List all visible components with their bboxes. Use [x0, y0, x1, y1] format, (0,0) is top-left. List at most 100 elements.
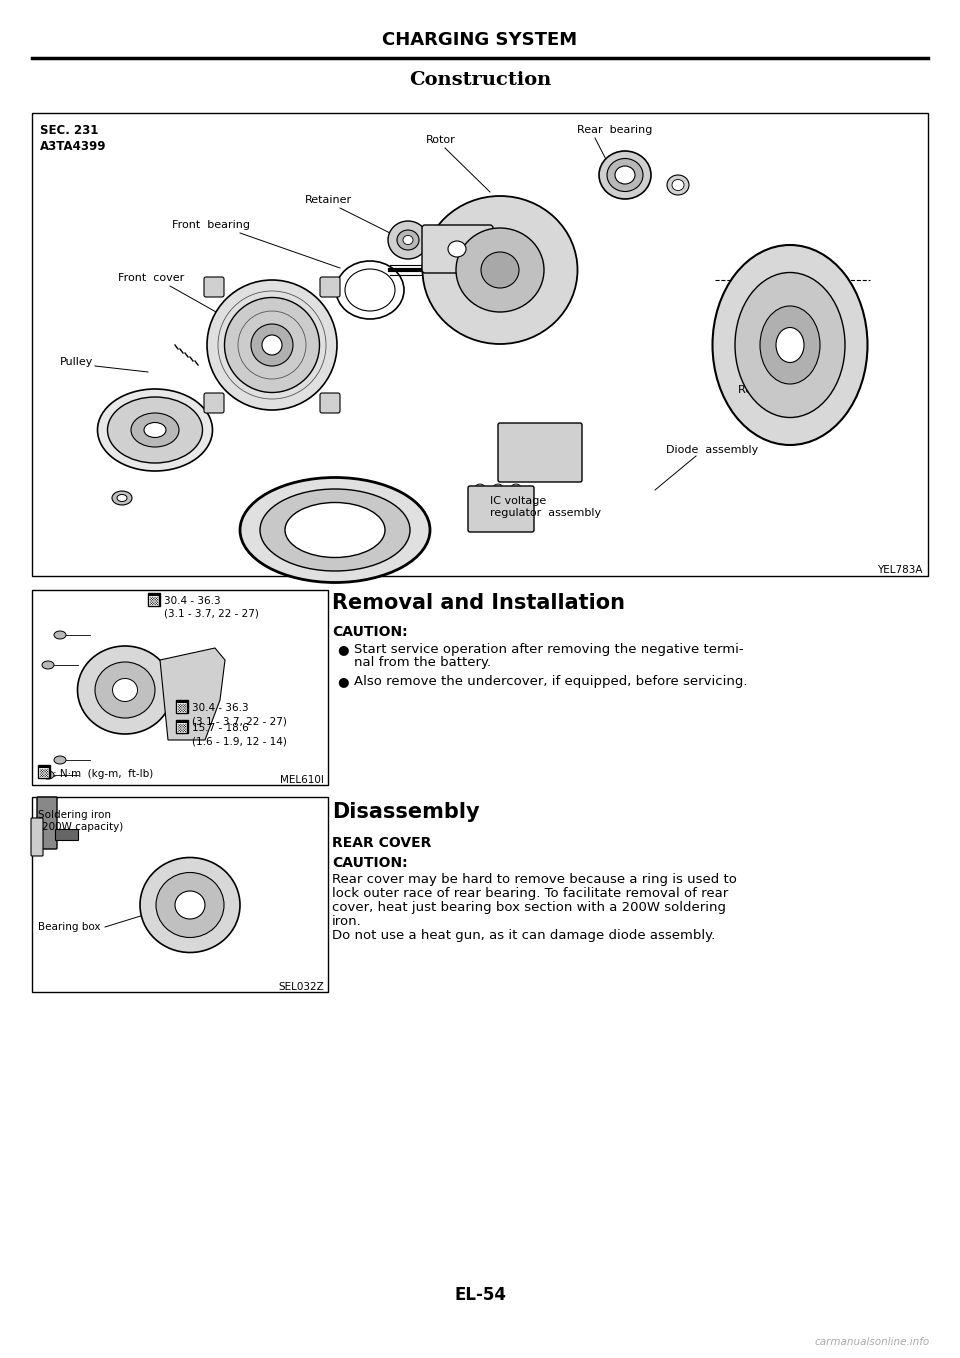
Ellipse shape: [98, 388, 212, 471]
FancyBboxPatch shape: [56, 830, 79, 841]
Text: ▩: ▩: [176, 699, 188, 713]
FancyBboxPatch shape: [422, 225, 493, 273]
Ellipse shape: [175, 891, 205, 919]
Ellipse shape: [117, 494, 127, 501]
Ellipse shape: [448, 240, 466, 257]
Text: MEL610I: MEL610I: [280, 775, 324, 785]
Text: Retainer: Retainer: [305, 196, 352, 205]
Ellipse shape: [240, 478, 430, 583]
Ellipse shape: [108, 397, 203, 463]
Ellipse shape: [672, 179, 684, 190]
Ellipse shape: [42, 771, 54, 779]
Text: Bearing box: Bearing box: [38, 922, 101, 932]
Text: 15.7 - 18.6: 15.7 - 18.6: [192, 722, 249, 733]
Text: Soldering iron: Soldering iron: [38, 809, 111, 820]
Ellipse shape: [511, 483, 521, 492]
Ellipse shape: [156, 872, 224, 937]
Ellipse shape: [475, 483, 485, 492]
Text: ●: ●: [337, 642, 348, 656]
Text: CAUTION:: CAUTION:: [332, 625, 408, 640]
Text: ▩: ▩: [148, 593, 159, 606]
Ellipse shape: [225, 297, 320, 392]
Text: Stator: Stator: [312, 543, 347, 553]
Ellipse shape: [54, 756, 66, 765]
Text: ▩: ▩: [148, 593, 159, 606]
Text: CAUTION:: CAUTION:: [332, 856, 408, 870]
FancyBboxPatch shape: [204, 277, 224, 297]
Ellipse shape: [251, 325, 293, 367]
Ellipse shape: [42, 661, 54, 669]
Ellipse shape: [285, 502, 385, 558]
Text: EL-54: EL-54: [454, 1286, 506, 1304]
FancyBboxPatch shape: [468, 486, 534, 532]
Ellipse shape: [607, 159, 643, 191]
FancyBboxPatch shape: [31, 818, 43, 856]
Ellipse shape: [388, 221, 428, 259]
Text: Front  cover: Front cover: [118, 273, 184, 282]
Text: Start service operation after removing the negative termi-: Start service operation after removing t…: [354, 642, 744, 656]
Ellipse shape: [493, 483, 503, 492]
Bar: [32, 113, 928, 576]
Ellipse shape: [54, 631, 66, 640]
Text: Also remove the undercover, if equipped, before servicing.: Also remove the undercover, if equipped,…: [354, 675, 748, 689]
Text: Do not use a heat gun, as it can damage diode assembly.: Do not use a heat gun, as it can damage …: [332, 929, 715, 942]
Ellipse shape: [397, 230, 419, 250]
Text: A3TA4399: A3TA4399: [40, 140, 107, 153]
FancyBboxPatch shape: [320, 277, 340, 297]
Text: cover, heat just bearing box section with a 200W soldering: cover, heat just bearing box section wit…: [332, 900, 726, 914]
Ellipse shape: [484, 507, 492, 513]
Ellipse shape: [112, 679, 137, 702]
Polygon shape: [160, 648, 225, 740]
Text: 30.4 - 36.3: 30.4 - 36.3: [164, 596, 221, 606]
Ellipse shape: [500, 507, 508, 513]
Text: Rotor: Rotor: [426, 134, 456, 145]
Ellipse shape: [131, 413, 179, 447]
Ellipse shape: [207, 280, 337, 410]
Ellipse shape: [260, 489, 410, 570]
Ellipse shape: [78, 646, 173, 735]
Ellipse shape: [112, 492, 132, 505]
Ellipse shape: [144, 422, 166, 437]
Text: (200W capacity): (200W capacity): [38, 822, 123, 832]
Text: : N·m  (kg-m,  ft-lb): : N·m (kg-m, ft-lb): [53, 769, 154, 779]
Ellipse shape: [481, 253, 519, 288]
Text: nal from the battery.: nal from the battery.: [354, 656, 492, 669]
Text: (1.6 - 1.9, 12 - 14): (1.6 - 1.9, 12 - 14): [192, 736, 287, 746]
Bar: [32, 797, 328, 991]
Text: SEL032Z: SEL032Z: [278, 982, 324, 991]
Text: ▩: ▩: [176, 720, 188, 733]
Text: ▩: ▩: [176, 720, 188, 733]
Text: Rear  cover: Rear cover: [738, 386, 802, 395]
Text: SEC. 231: SEC. 231: [40, 125, 98, 137]
Ellipse shape: [760, 306, 820, 384]
Bar: [32, 589, 328, 785]
Ellipse shape: [667, 175, 689, 196]
Text: carmanualsonline.info: carmanualsonline.info: [815, 1338, 930, 1347]
Ellipse shape: [615, 166, 635, 183]
Text: YEL783A: YEL783A: [877, 565, 923, 574]
Ellipse shape: [95, 661, 155, 718]
Ellipse shape: [456, 228, 544, 312]
Text: (3.1 - 3.7, 22 - 27): (3.1 - 3.7, 22 - 27): [192, 716, 287, 727]
Ellipse shape: [776, 327, 804, 363]
FancyBboxPatch shape: [37, 797, 57, 849]
Text: Front  bearing: Front bearing: [172, 220, 250, 230]
Text: Disassembly: Disassembly: [332, 803, 480, 822]
Text: Rear  bearing: Rear bearing: [577, 125, 653, 134]
FancyBboxPatch shape: [204, 392, 224, 413]
Text: (3.1 - 3.7, 22 - 27): (3.1 - 3.7, 22 - 27): [164, 608, 259, 619]
Text: Pulley: Pulley: [60, 357, 93, 367]
Ellipse shape: [403, 235, 413, 244]
Text: ▩: ▩: [38, 765, 50, 778]
Text: REAR COVER: REAR COVER: [332, 837, 431, 850]
Text: Construction: Construction: [409, 71, 551, 90]
Text: Diode  assembly: Diode assembly: [666, 445, 758, 455]
FancyBboxPatch shape: [498, 422, 582, 482]
Text: IC voltage
regulator  assembly: IC voltage regulator assembly: [490, 496, 601, 517]
Text: CHARGING SYSTEM: CHARGING SYSTEM: [382, 31, 578, 49]
Ellipse shape: [735, 273, 845, 417]
Text: Rear cover may be hard to remove because a ring is used to: Rear cover may be hard to remove because…: [332, 873, 737, 885]
Text: Removal and Installation: Removal and Installation: [332, 593, 625, 612]
Text: iron.: iron.: [332, 915, 362, 928]
Text: lock outer race of rear bearing. To facilitate removal of rear: lock outer race of rear bearing. To faci…: [332, 887, 729, 900]
